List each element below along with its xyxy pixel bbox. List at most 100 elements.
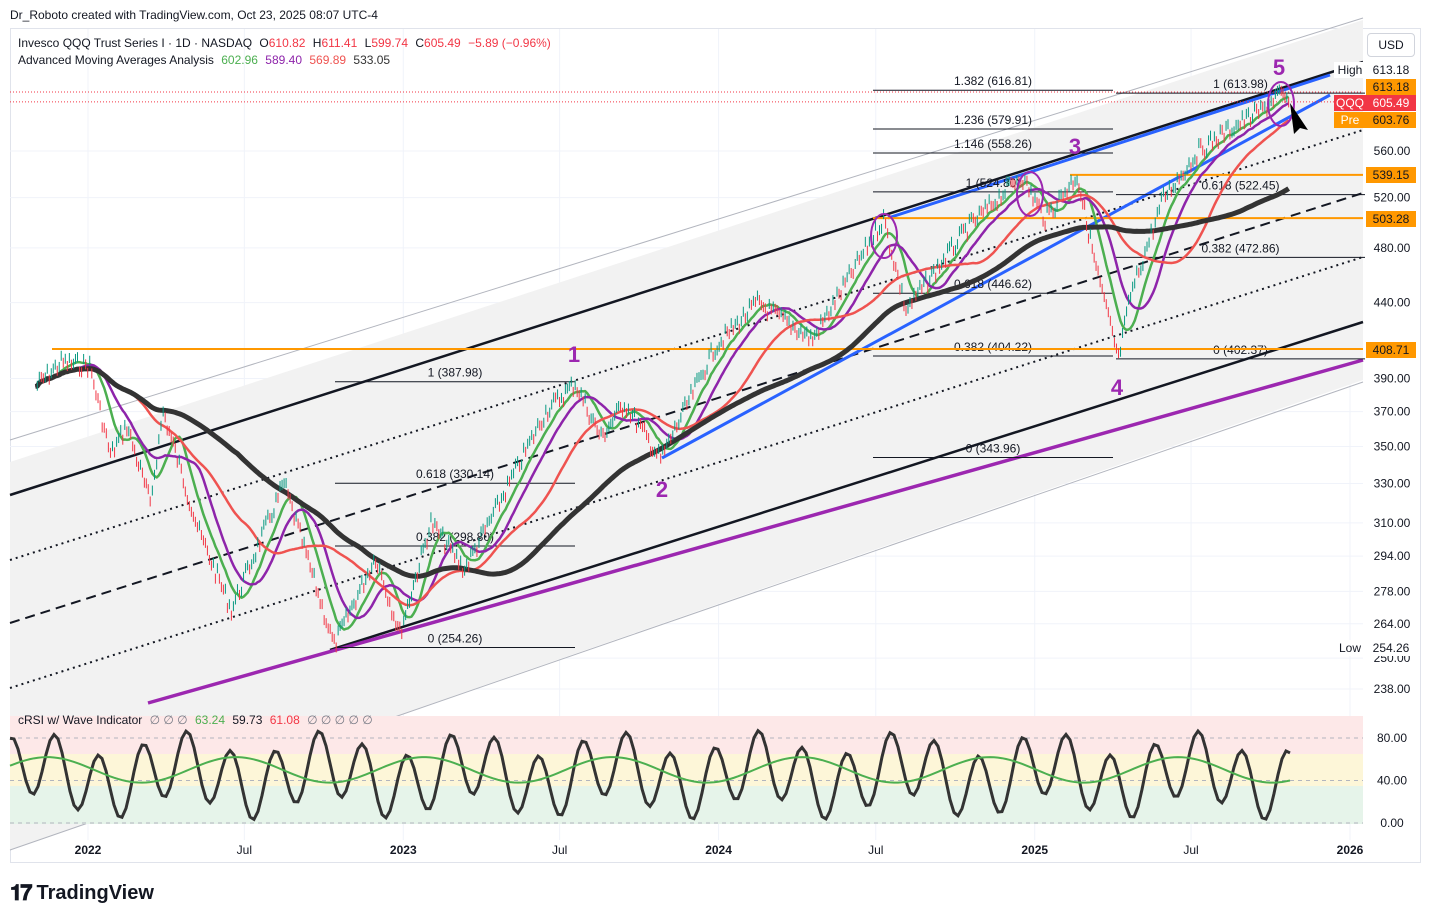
legend-ma4: 533.05 — [353, 53, 391, 67]
price-tag-value: 613.18 — [1373, 63, 1410, 77]
rsi-overbought-band — [10, 716, 1363, 754]
wave-label: 4 — [1111, 375, 1124, 400]
price-tag-value-bg — [1366, 79, 1416, 95]
time-tick-label: Jul — [1183, 843, 1198, 857]
legend-h-label: H — [312, 36, 322, 50]
time-tick-label: 2022 — [75, 843, 102, 857]
fib-level-label: 1 (524.80) — [966, 176, 1021, 190]
wave-label: 2 — [656, 477, 668, 502]
tradingview-mark-icon: 𝟏𝟕 — [10, 880, 33, 905]
fib-level-label: 1.146 (558.26) — [954, 137, 1032, 151]
legend-o-label: O — [259, 36, 269, 50]
legend-change: −5.89 (−0.96%) — [468, 36, 551, 50]
legend-rsi-row: cRSI w/ Wave Indicator ∅ ∅ ∅ 63.24 59.73… — [18, 713, 377, 727]
legend-ma-title[interactable]: Advanced Moving Averages Analysis — [18, 53, 214, 67]
fib-level-label: 1 (613.98) — [1213, 77, 1268, 91]
price-tag-value: 603.76 — [1373, 113, 1410, 127]
price-tag-value: 503.28 — [1373, 212, 1410, 226]
legend-symbol[interactable]: Invesco QQQ Trust Series I · 1D · NASDAQ — [18, 36, 253, 50]
channel-lower — [329, 320, 1364, 652]
price-tag-name: QQQ — [1336, 96, 1364, 110]
chart-frame — [10, 28, 1421, 863]
cursor-arrow-icon — [1290, 103, 1308, 134]
fib-level-label: 0.618 (330.14) — [416, 467, 494, 481]
legend-c-label: C — [415, 36, 425, 50]
price-axis[interactable]: 238.00250.00264.00278.00294.00310.00330.… — [1334, 62, 1416, 830]
wave-label: 1 — [568, 342, 580, 367]
price-tag-value: 254.26 — [1373, 641, 1410, 655]
time-axis[interactable]: 2022 Jul 2023 Jul 2024 Jul 2025 Jul 2026 — [75, 843, 1364, 857]
legend-rsi2: 59.73 — [232, 713, 263, 727]
time-tick-label: 2025 — [1021, 843, 1048, 857]
legend-rsi3: 61.08 — [269, 713, 300, 727]
price-tick-label: 370.00 — [1374, 405, 1411, 419]
fib-level-label: 0 (343.96) — [966, 441, 1021, 455]
channel-outer-upper — [9, 17, 1364, 441]
price-tick-label: 560.00 — [1374, 144, 1411, 158]
legend-rsi-title[interactable]: cRSI w/ Wave Indicator — [18, 713, 143, 727]
legend-open: 610.82 — [268, 36, 306, 50]
price-series — [36, 84, 1290, 653]
tradingview-wordmark: TradingView — [36, 881, 154, 904]
fib-level-label: 0.382 (404.22) — [954, 340, 1032, 354]
wave-highlight-ellipse — [1267, 81, 1295, 127]
legend-rsi-empty: ∅ ∅ ∅ — [149, 713, 188, 727]
price-tag-value: 613.18 — [1373, 80, 1410, 94]
price-tag-value-bg — [1366, 95, 1416, 111]
price-tag-value: 539.15 — [1373, 168, 1410, 182]
price-tag-name: Low — [1339, 641, 1361, 655]
price-tag-name: High — [1338, 63, 1363, 77]
legend-ma3: 569.89 — [309, 53, 347, 67]
fibonacci-levels: 1.382 (616.81) 1 (613.98) 1.236 (579.91) 1.… — [335, 74, 1365, 648]
time-tick-label: Jul — [868, 843, 883, 857]
wave-highlight-ellipse — [1016, 171, 1044, 217]
horizontal-levels — [10, 91, 1363, 351]
fib-level-label: 1 (387.98) — [428, 366, 483, 380]
legend-high: 611.41 — [321, 36, 358, 50]
crsi-panel — [9, 716, 1363, 824]
fib-level-label: 0.618 (522.45) — [1201, 179, 1279, 193]
legend-close: 605.49 — [424, 36, 461, 50]
chart-credit: Dr_Roboto created with TradingView.com, … — [10, 8, 378, 22]
price-tick-label: 310.00 — [1374, 516, 1411, 530]
currency-button[interactable]: USD — [1367, 33, 1415, 57]
price-tag-value-bg — [1366, 211, 1416, 227]
price-tag-name: Pre — [1341, 113, 1360, 127]
price-tag-value-bg — [1366, 640, 1416, 656]
price-tag-name-bg — [1334, 112, 1366, 128]
fib-level-label: 0.382 (298.80) — [416, 530, 494, 544]
legend-ma-row: Advanced Moving Averages Analysis 602.96… — [18, 53, 394, 67]
price-tag-name-bg — [1334, 640, 1366, 656]
legend-rsi-empty2: ∅ ∅ ∅ ∅ ∅ — [307, 713, 373, 727]
wave-highlight-ellipse — [870, 213, 898, 259]
ma-medium-line — [35, 102, 1290, 620]
crsi-signal-line — [9, 756, 1291, 784]
legend-rsi1: 63.24 — [194, 713, 226, 727]
wave-labels: 1 2 3 4 5 — [568, 55, 1308, 502]
tradingview-logo[interactable]: 𝟏𝟕 TradingView — [10, 880, 154, 906]
crsi-line — [9, 728, 1291, 822]
wave-label: 3 — [1069, 134, 1081, 159]
channel-dotted-lower — [9, 256, 1364, 689]
price-tick-label: 480.00 — [1374, 241, 1411, 255]
price-tag-value: 408.71 — [1373, 343, 1410, 357]
time-tick-label: Jul — [552, 843, 567, 857]
rsi-tick-label: 80.00 — [1377, 731, 1407, 745]
legend-symbol-row: Invesco QQQ Trust Series I · 1D · NASDAQ… — [18, 36, 555, 50]
fib-level-label: 0.382 (472.86) — [1201, 241, 1279, 255]
price-tick-label: 264.00 — [1374, 617, 1411, 631]
price-tick-label: 330.00 — [1374, 477, 1411, 491]
channel-upper — [9, 60, 1364, 497]
fib-level-label: 1.236 (579.91) — [954, 113, 1032, 127]
price-tag-name-bg — [1334, 62, 1366, 78]
price-tick-label: 440.00 — [1374, 296, 1411, 310]
time-tick-label: 2023 — [390, 843, 417, 857]
ma-slow-line — [35, 119, 1290, 607]
time-tick-label: Jul — [237, 843, 252, 857]
trend-blue-upper — [887, 73, 1331, 220]
price-tag-value-bg — [1366, 62, 1416, 78]
legend-l-label: L — [364, 36, 372, 50]
channel-dotted-upper — [9, 129, 1364, 561]
legend-low: 599.74 — [371, 36, 409, 50]
